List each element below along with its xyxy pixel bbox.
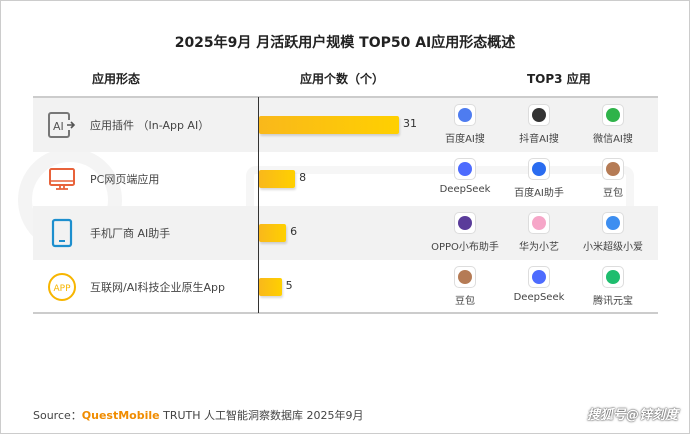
header-top3: TOP3 应用 xyxy=(527,72,591,86)
source-note: Source：QuestMobile TRUTH 人工智能洞察数据库 2025年… xyxy=(33,409,364,422)
app-icon xyxy=(454,158,476,180)
top-app: 豆包 xyxy=(577,158,649,199)
app-name: DeepSeek xyxy=(513,292,565,303)
top-app: 小米超级小爱 xyxy=(577,212,649,253)
top-app: DeepSeek xyxy=(429,158,501,195)
category-label: 应用插件 （In-App AI） xyxy=(90,119,210,132)
app-icon xyxy=(528,212,550,234)
watermark: 搜狐号@锌刻度 xyxy=(586,408,678,423)
axis-line xyxy=(258,97,259,313)
bottom-divider xyxy=(33,312,658,314)
top-app: OPPO小布助手 xyxy=(429,212,501,253)
app-icon xyxy=(602,212,624,234)
app-name: OPPO小布助手 xyxy=(431,242,499,253)
app-name: 微信AI搜 xyxy=(593,134,633,145)
top-app: 华为小艺 xyxy=(503,212,575,253)
app-name: 华为小艺 xyxy=(519,242,559,253)
chart-title: 2025年9月 月活跃用户规模 TOP50 AI应用形态概述 xyxy=(174,35,516,51)
app-name: 豆包 xyxy=(603,188,623,199)
app-name: 豆包 xyxy=(455,296,475,307)
top-app: 腾讯元宝 xyxy=(577,266,649,307)
bar xyxy=(259,170,296,188)
phone-icon xyxy=(47,218,77,248)
top-app: 百度AI助手 xyxy=(503,158,575,199)
bar xyxy=(259,278,282,296)
app-icon xyxy=(528,266,550,288)
top-app: 豆包 xyxy=(429,266,501,307)
top-app: DeepSeek xyxy=(503,266,575,303)
app-name: 腾讯元宝 xyxy=(593,296,633,307)
category-label: PC网页端应用 xyxy=(90,173,160,186)
bar-value-label: 5 xyxy=(285,279,293,292)
app-icon xyxy=(454,266,476,288)
app-name: 百度AI搜 xyxy=(445,134,485,145)
header-count: 应用个数（个） xyxy=(300,72,385,86)
app-icon xyxy=(454,104,476,126)
app-name: 抖音AI搜 xyxy=(519,134,559,145)
app-icon xyxy=(602,104,624,126)
table-row: 手机厂商 AI助手 6 OPPO小布助手 华为小艺 小米超级小爱 xyxy=(33,206,658,260)
table-row: AI 应用插件 （In-App AI） 31 百度AI搜 抖音AI搜 微信AI搜 xyxy=(33,98,658,152)
category-label: 手机厂商 AI助手 xyxy=(90,227,171,240)
app-icon xyxy=(528,158,550,180)
app-icon xyxy=(602,266,624,288)
svg-text:AI: AI xyxy=(53,120,64,133)
table-row: APP 互联网/AI科技企业原生App 5 豆包 DeepSeek 腾讯元宝 xyxy=(33,260,658,314)
app-badge-icon: APP xyxy=(47,272,77,302)
bar-value-label: 8 xyxy=(299,171,307,184)
bar xyxy=(259,224,287,242)
header-divider xyxy=(33,96,658,98)
pc-monitor-icon xyxy=(47,164,77,194)
ai-plugin-icon: AI xyxy=(47,110,77,140)
svg-text:APP: APP xyxy=(53,284,71,294)
top-app: 百度AI搜 xyxy=(429,104,501,145)
app-icon xyxy=(602,158,624,180)
bar xyxy=(259,116,399,134)
app-name: DeepSeek xyxy=(439,184,491,195)
app-icon xyxy=(528,104,550,126)
top-app: 抖音AI搜 xyxy=(503,104,575,145)
bar-value-label: 31 xyxy=(403,117,417,130)
bar-value-label: 6 xyxy=(290,225,298,238)
app-name: 小米超级小爱 xyxy=(583,242,643,253)
header-form: 应用形态 xyxy=(92,72,141,86)
table-row: PC网页端应用 8 DeepSeek 百度AI助手 豆包 xyxy=(33,152,658,206)
category-label: 互联网/AI科技企业原生App xyxy=(90,281,225,294)
app-name: 百度AI助手 xyxy=(514,188,564,199)
top-app: 微信AI搜 xyxy=(577,104,649,145)
app-icon xyxy=(454,212,476,234)
